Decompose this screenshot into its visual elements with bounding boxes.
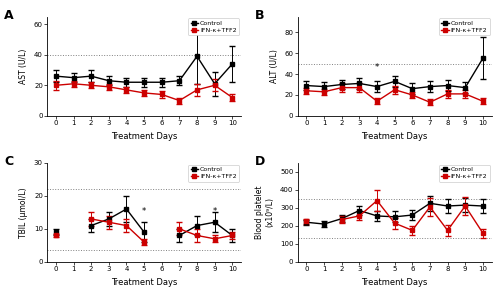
Y-axis label: TBIL (μmol/L): TBIL (μmol/L) [20,187,28,238]
Text: B: B [255,9,264,22]
Text: *: * [142,206,146,216]
Text: *: * [375,63,379,72]
Y-axis label: AST (U/L): AST (U/L) [20,48,28,84]
Legend: Control, IFN-κ+TFF2: Control, IFN-κ+TFF2 [439,165,490,182]
Legend: Control, IFN-κ+TFF2: Control, IFN-κ+TFF2 [439,19,490,35]
Legend: Control, IFN-κ+TFF2: Control, IFN-κ+TFF2 [188,165,239,182]
Y-axis label: ALT (U/L): ALT (U/L) [270,49,279,83]
X-axis label: Treatment Days: Treatment Days [111,132,178,140]
Text: C: C [4,155,14,168]
Y-axis label: Blood platelet
(x10⁹/L): Blood platelet (x10⁹/L) [255,186,274,239]
X-axis label: Treatment Days: Treatment Days [362,278,428,287]
Text: A: A [4,9,14,22]
Legend: Control, IFN-κ+TFF2: Control, IFN-κ+TFF2 [188,19,239,35]
X-axis label: Treatment Days: Treatment Days [362,132,428,140]
Text: D: D [255,155,265,168]
X-axis label: Treatment Days: Treatment Days [111,278,178,287]
Text: *: * [212,206,217,216]
